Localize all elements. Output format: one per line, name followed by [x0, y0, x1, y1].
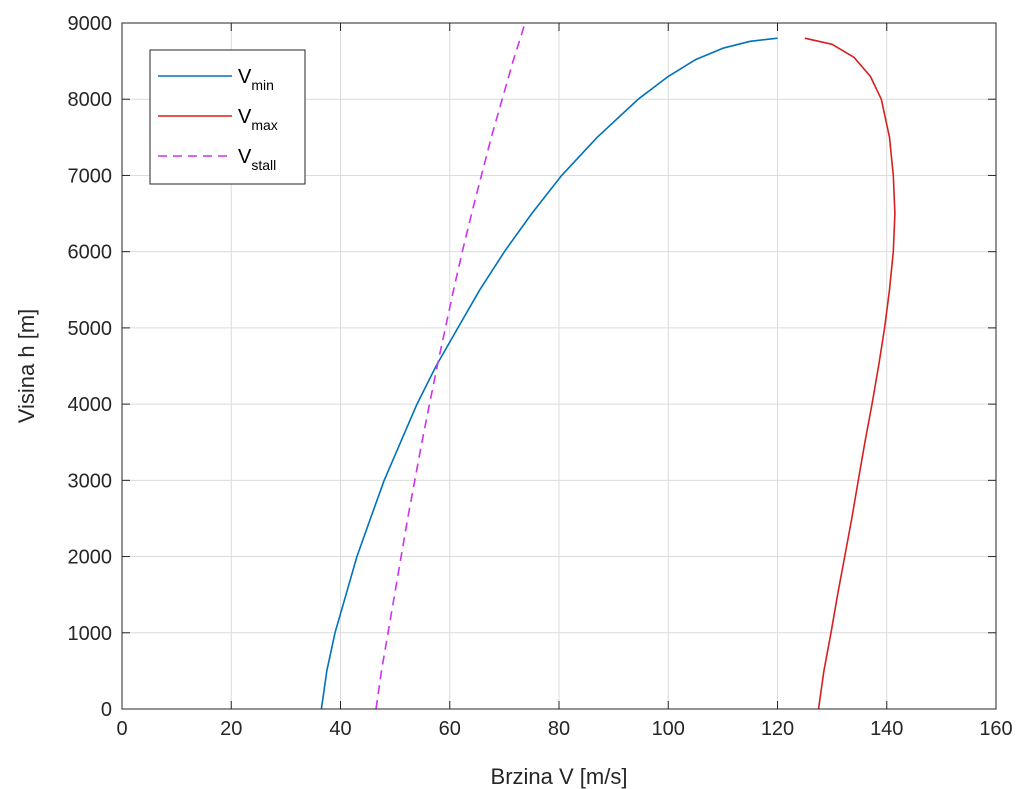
legend-entry-subscript: min	[251, 77, 274, 93]
x-tick-label: 140	[870, 718, 903, 740]
y-tick-label: 7000	[68, 165, 113, 187]
series-line-min	[320, 37, 778, 710]
y-tick-label: 0	[101, 699, 112, 721]
y-tick-label: 3000	[68, 470, 113, 492]
y-axis-label: Visina h [m]	[14, 309, 39, 424]
legend-entry-subscript: max	[251, 117, 277, 133]
x-tick-label: 120	[761, 718, 794, 740]
axis-ticks: 0 20 40 60 80 100 120 140 160 0 1000 2000 3000 4000 50…	[68, 13, 1013, 740]
x-tick-label: 60	[439, 718, 461, 740]
y-tick-label: 9000	[68, 13, 113, 35]
y-tick-label: 5000	[68, 318, 113, 340]
series-lines	[320, 22, 896, 710]
x-tick-label: 40	[329, 718, 351, 740]
legend-box	[149, 49, 306, 185]
series-line-max	[804, 37, 896, 710]
y-tick-label: 8000	[68, 89, 113, 111]
x-axis-label: Brzina V [m/s]	[491, 764, 628, 789]
legend-entry-max: Vmax	[238, 106, 278, 133]
series-line-stall	[375, 22, 526, 710]
legend-entry-subscript: stall	[251, 157, 276, 173]
x-tick-label: 20	[220, 718, 242, 740]
legend-entry-stall: Vstall	[238, 146, 276, 173]
legend-entry-min: Vmin	[238, 66, 274, 93]
y-tick-label: 1000	[68, 623, 113, 645]
legend-entry-name: V	[238, 106, 252, 128]
x-tick-label: 100	[652, 718, 685, 740]
legend-entry-name: V	[238, 146, 252, 168]
y-tick-label: 4000	[68, 394, 113, 416]
y-tick-label: 2000	[68, 547, 113, 569]
y-tick-label: 6000	[68, 242, 113, 264]
legend-entry-name: V	[238, 66, 252, 88]
x-tick-label: 80	[548, 718, 570, 740]
x-tick-label: 160	[979, 718, 1012, 740]
x-tick-label: 0	[116, 718, 127, 740]
